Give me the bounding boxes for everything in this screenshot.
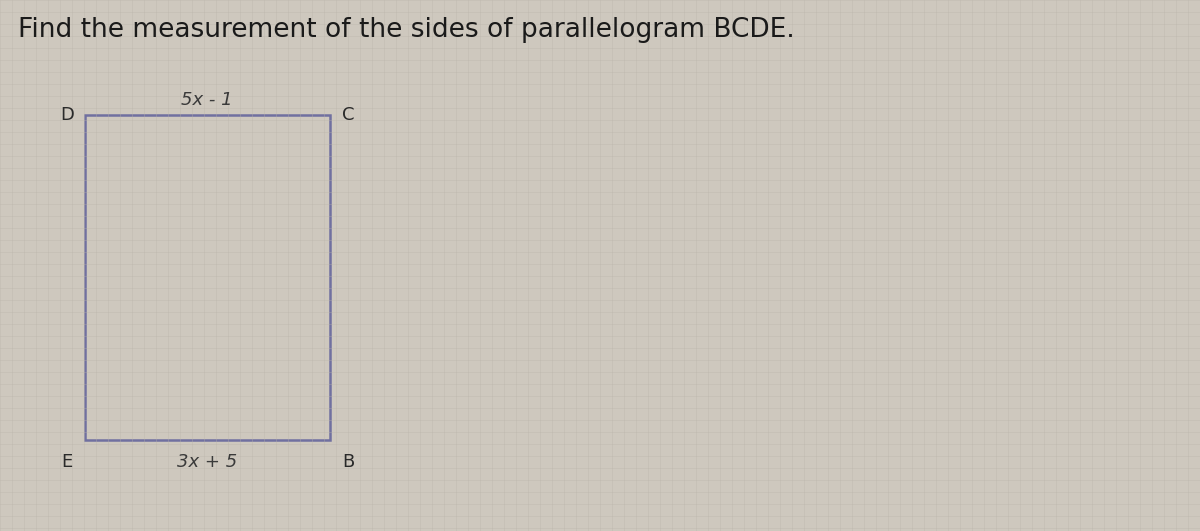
Text: 3x + 5: 3x + 5	[176, 453, 238, 471]
Text: E: E	[61, 453, 73, 471]
Text: C: C	[342, 106, 354, 124]
Text: D: D	[60, 106, 74, 124]
Bar	[85, 115, 330, 440]
Text: Find the measurement of the sides of parallelogram BCDE.: Find the measurement of the sides of par…	[18, 17, 794, 43]
Text: B: B	[342, 453, 354, 471]
Text: 5x - 1: 5x - 1	[181, 91, 233, 109]
